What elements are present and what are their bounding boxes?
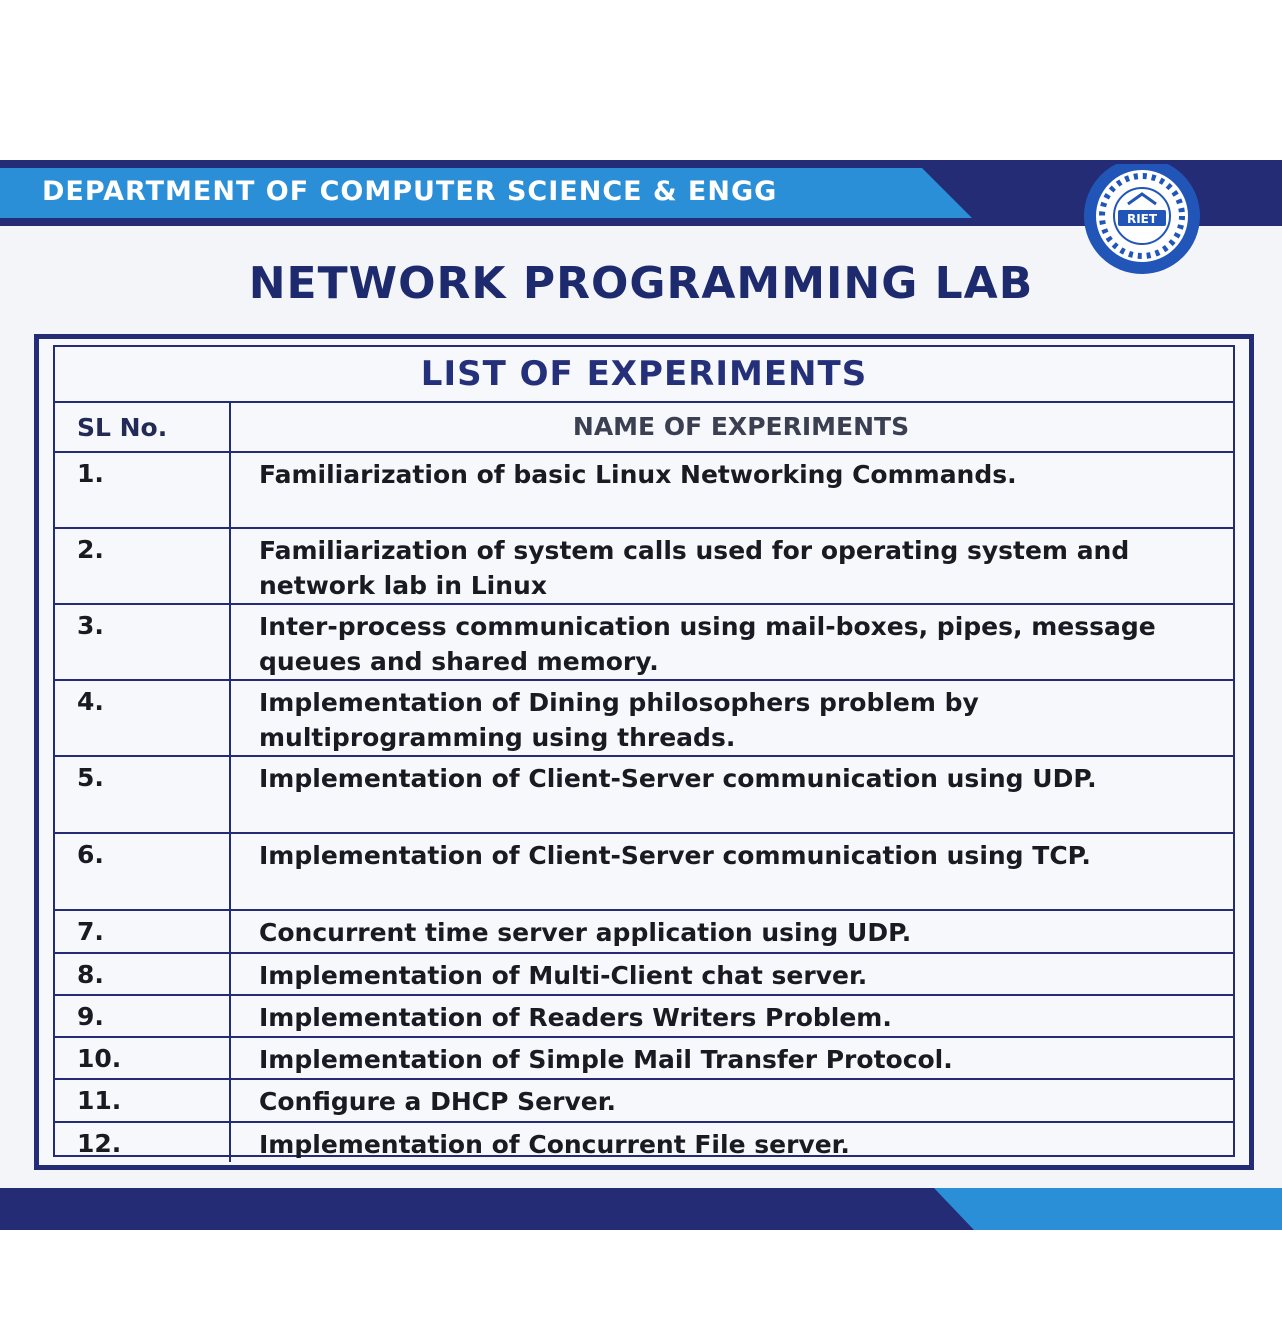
experiment-name: Configure a DHCP Server. [259, 1087, 616, 1116]
logo-initials: RIET [1127, 212, 1158, 226]
experiment-name: Inter-process communication using mail-b… [259, 612, 1156, 676]
table-row: 7. Concurrent time server application us… [55, 911, 1233, 954]
footer-blue-stripe [934, 1188, 1282, 1230]
department-name: DEPARTMENT OF COMPUTER SCIENCE & ENGG [42, 176, 778, 207]
experiments-table: LIST OF EXPERIMENTS SL No. NAME OF EXPER… [53, 345, 1235, 1162]
lab-signboard: DEPARTMENT OF COMPUTER SCIENCE & ENGG RI… [0, 160, 1282, 1230]
table-row: 10. Implementation of Simple Mail Transf… [55, 1038, 1233, 1080]
column-header-sl: SL No. [55, 403, 231, 451]
table-row: 5. Implementation of Client-Server commu… [55, 757, 1233, 834]
table-header-row: SL No. NAME OF EXPERIMENTS [55, 403, 1233, 453]
experiment-name: Implementation of Multi-Client chat serv… [259, 961, 868, 990]
row-number: 1. [55, 453, 231, 527]
table-row: 8. Implementation of Multi-Client chat s… [55, 954, 1233, 996]
table-row: 2. Familiarization of system calls used … [55, 529, 1233, 605]
table-title: LIST OF EXPERIMENTS [55, 347, 1233, 403]
row-number: 8. [55, 954, 231, 994]
table-row: 9. Implementation of Readers Writers Pro… [55, 996, 1233, 1038]
table-row: 11. Configure a DHCP Server. [55, 1080, 1233, 1123]
row-number: 2. [55, 529, 231, 603]
table-row: 12. Implementation of Concurrent File se… [55, 1123, 1233, 1162]
row-number: 4. [55, 681, 231, 755]
experiment-name: Familiarization of system calls used for… [259, 536, 1130, 600]
experiment-name: Implementation of Simple Mail Transfer P… [259, 1045, 953, 1074]
row-number: 3. [55, 605, 231, 679]
row-number: 5. [55, 757, 231, 832]
header-blue-stripe [0, 168, 972, 218]
page-title: NETWORK PROGRAMMING LAB [248, 258, 1034, 309]
header-band [0, 160, 1282, 226]
table-row: 3. Inter-process communication using mai… [55, 605, 1233, 681]
experiment-name: Concurrent time server application using… [259, 918, 912, 947]
experiment-name: Implementation of Readers Writers Proble… [259, 1003, 892, 1032]
table-row: 4. Implementation of Dining philosophers… [55, 681, 1233, 757]
table-row: 6. Implementation of Client-Server commu… [55, 834, 1233, 911]
row-number: 12. [55, 1123, 231, 1162]
institute-logo: RIET [1084, 164, 1200, 274]
row-number: 7. [55, 911, 231, 952]
table-row: 1. Familiarization of basic Linux Networ… [55, 453, 1233, 529]
footer-band [0, 1188, 1282, 1230]
experiment-name: Familiarization of basic Linux Networkin… [259, 460, 1017, 489]
row-number: 6. [55, 834, 231, 909]
experiments-frame: LIST OF EXPERIMENTS SL No. NAME OF EXPER… [34, 334, 1254, 1170]
experiment-name: Implementation of Concurrent File server… [259, 1130, 850, 1159]
row-number: 9. [55, 996, 231, 1036]
experiment-name: Implementation of Client-Server communic… [259, 841, 1091, 870]
experiment-name: Implementation of Dining philosophers pr… [259, 688, 979, 752]
row-number: 10. [55, 1038, 231, 1078]
row-number: 11. [55, 1080, 231, 1121]
column-header-name: NAME OF EXPERIMENTS [572, 412, 910, 441]
experiment-name: Implementation of Client-Server communic… [259, 764, 1097, 793]
